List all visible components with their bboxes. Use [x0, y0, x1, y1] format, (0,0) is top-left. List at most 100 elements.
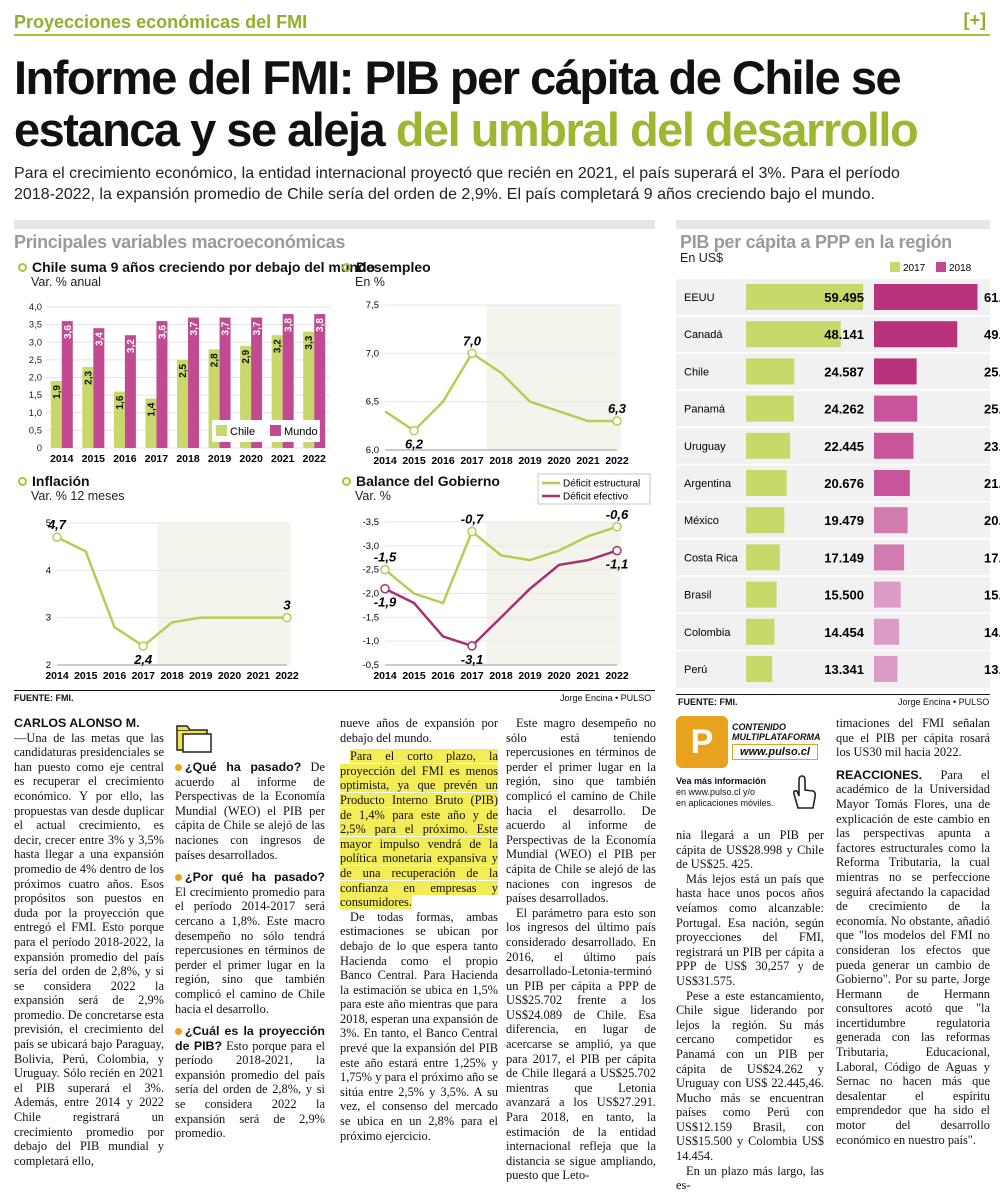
data-label: 3: [283, 598, 291, 613]
col3-c: De todas formas, ambas estimaciones se u…: [340, 909, 498, 1143]
data-point: [380, 564, 390, 575]
legend-label: Déficit efectivo: [563, 492, 628, 503]
x-tick-label: 2018: [160, 670, 184, 682]
bullet-icon: [175, 764, 182, 771]
pulso-url[interactable]: www.pulso.cl: [732, 744, 818, 760]
ppp-unit: En US$: [680, 251, 724, 265]
bar-chile: [82, 366, 94, 448]
data-label: 6,2: [405, 437, 424, 452]
legend-label: Déficit estructural: [563, 479, 640, 490]
legend-swatch: [890, 262, 900, 272]
bar-value-label: 1,6: [115, 395, 126, 409]
bar-2017: [746, 470, 787, 496]
col5-b: Más lejos está un país que hasta hace un…: [676, 871, 824, 988]
data-point: [612, 416, 622, 426]
bar-value-label: 2,9: [241, 349, 252, 363]
pulso-logo: P: [676, 716, 728, 768]
bar-2018: [874, 544, 905, 571]
source-left: FUENTE: FMI.: [14, 693, 74, 703]
bar-2017: [746, 618, 775, 645]
bar-value-label: 3,2: [273, 339, 284, 353]
circle-bullet-icon: [18, 263, 27, 272]
bar-value-label: 3,8: [315, 318, 326, 332]
bar-value-label: 21.370: [984, 476, 1000, 491]
hand-pointer-icon: [788, 774, 818, 810]
data-point: [612, 545, 622, 556]
article-column-3: nueve años de expansión por debajo del m…: [340, 716, 498, 1143]
y-tick-label: -0,5: [363, 660, 379, 671]
data-label: -1,1: [606, 557, 628, 572]
bar-chile: [208, 349, 220, 448]
data-label: 6,3: [608, 401, 627, 416]
projection-shade: [157, 523, 291, 665]
circle-bullet-icon: [342, 477, 351, 486]
bar-2018: [874, 470, 910, 496]
legend-box: [885, 258, 983, 274]
bar-chile: [50, 381, 62, 448]
y-tick-label: 4: [46, 565, 51, 576]
bar-value-label: 59.495: [824, 290, 864, 305]
bar-value-label: 17.149: [824, 550, 864, 565]
y-tick-label: -2,5: [363, 565, 379, 576]
bar-2017: [746, 656, 773, 682]
x-tick-label: 2022: [605, 670, 629, 682]
data-point: [380, 583, 390, 594]
divider-band-left: [14, 220, 655, 229]
balance-title-text: Balance del Gobierno: [356, 473, 500, 489]
plus-icon[interactable]: [+]: [963, 10, 987, 30]
folder-icon: [175, 722, 217, 754]
x-tick-label: 2020: [218, 670, 242, 682]
country-label: Colombia: [684, 627, 731, 639]
bar-value-label: 13.341: [824, 662, 864, 677]
bar-mundo: [251, 317, 263, 448]
balance-chart-title: Balance del Gobierno: [342, 473, 500, 489]
article-column-6: timaciones del FMI señalan que el PIB pe…: [836, 716, 990, 1147]
headline-line2-highlight: del umbral del desarrollo: [395, 103, 919, 156]
y-tick-label: 1,5: [29, 390, 42, 401]
y-tick-label: 0: [37, 443, 42, 454]
bar-chile: [303, 331, 315, 448]
article-column-1: CARLOS ALONSO M. —Una de las metas que l…: [14, 716, 164, 1168]
legend-swatch: [270, 425, 281, 436]
country-label: Uruguay: [684, 441, 726, 453]
x-tick-label: 2014: [373, 670, 397, 682]
bar-mundo: [61, 321, 73, 448]
headline-line1: Informe del FMI: PIB per cápita de Chile…: [14, 51, 902, 104]
col3-highlight: Para el corto plazo, la proyección del F…: [340, 749, 498, 910]
bar-value-label: 13.962: [984, 662, 1000, 677]
bar-value-label: 3,6: [63, 325, 74, 339]
x-tick-label: 2018: [489, 670, 513, 682]
data-point: [467, 641, 477, 651]
data-label: -0,6: [606, 507, 629, 522]
source-rule-right: [676, 694, 990, 695]
pulso-promo-box[interactable]: P CONTENIDO MULTIPLATAFORMA www.pulso.cl …: [676, 716, 824, 820]
y-tick-label: 3: [46, 613, 51, 624]
bar-2018: [874, 284, 978, 310]
bar-2017: [746, 507, 785, 534]
unemployment-line-chart: 6,0 6,5 7,0 7,5 2014 2015 2016 2017 2018 2019 2020…: [366, 300, 629, 467]
a2: El crecimiento promedio para el período …: [175, 884, 325, 1016]
article-column-5: nia llegará a un PIB per cápita de US$28…: [676, 828, 824, 1193]
data-label: -3,1: [461, 652, 483, 667]
data-point: [409, 425, 419, 436]
y-tick-label: 3,0: [29, 337, 42, 348]
growth-chart-title: Chile suma 9 años creciendo por debajo d…: [18, 259, 375, 275]
inflation-chart-unit: Var. % 12 meses: [31, 489, 125, 503]
pulso-box-heading: CONTENIDO MULTIPLATAFORMA: [732, 722, 821, 742]
bar-mundo: [156, 321, 168, 448]
y-tick-label: 0,5: [29, 425, 42, 436]
bar-value-label: 49.620: [984, 327, 1000, 342]
bar-value-label: 3,3: [304, 335, 315, 349]
author: CARLOS ALONSO M.: [14, 716, 140, 730]
bar-chile: [177, 359, 188, 448]
x-tick-label: 2020: [239, 453, 263, 465]
legend-label: Chile: [230, 426, 255, 438]
data-label: -1,9: [374, 595, 397, 610]
credit-right: Jorge Encina • PULSO: [898, 697, 990, 707]
series-line: [56, 536, 287, 648]
bar-value-label: 3,2: [126, 339, 137, 353]
series-line: [384, 351, 617, 433]
x-tick-label: 2021: [247, 670, 271, 682]
bar-value-label: 2,5: [178, 363, 189, 377]
unemployment-chart-unit: En %: [355, 275, 385, 289]
